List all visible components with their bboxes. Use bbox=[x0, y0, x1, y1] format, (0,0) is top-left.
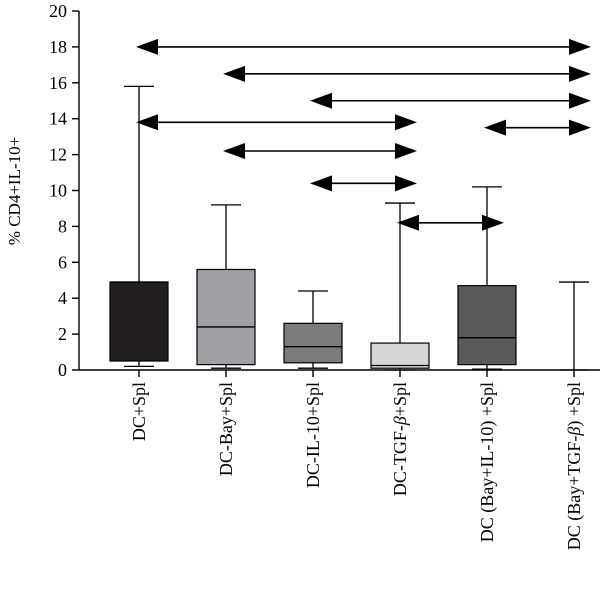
arrow-head-left bbox=[310, 92, 332, 109]
comparison-arrow bbox=[136, 38, 591, 55]
y-tick-label: 4 bbox=[58, 288, 67, 308]
arrow-head-left bbox=[223, 65, 245, 82]
y-tick-label: 2 bbox=[58, 324, 67, 344]
box-group bbox=[457, 186, 517, 370]
y-tick-label: 12 bbox=[49, 145, 67, 165]
category-label: DC-Bay+Spl bbox=[216, 382, 236, 476]
arrow-head-right bbox=[569, 65, 591, 82]
y-tick-label: 8 bbox=[58, 216, 67, 236]
box-group bbox=[559, 281, 589, 371]
category-label: DC-IL-10+Spl bbox=[303, 382, 323, 488]
arrow-head-left bbox=[310, 175, 332, 192]
arrow-head-right bbox=[395, 175, 417, 192]
comparison-arrow bbox=[223, 143, 417, 160]
category-labels: DC+Spl DC-Bay+Spl DC-IL-10+Spl DC-TGF-β+Spl… bbox=[129, 382, 585, 550]
boxes bbox=[109, 85, 589, 371]
iqr-box bbox=[370, 342, 430, 369]
comparison-arrow bbox=[484, 119, 591, 136]
arrow-head-left bbox=[484, 119, 506, 136]
y-tick-label: 14 bbox=[49, 109, 67, 129]
box-group bbox=[109, 85, 169, 368]
comparison-arrows bbox=[136, 38, 591, 231]
comparison-arrow bbox=[310, 175, 417, 192]
arrow-head-left bbox=[223, 143, 245, 160]
y-axis: 0 2 4 6 8 10 12 14 16 18 20 bbox=[49, 1, 80, 380]
y-tick-label: 18 bbox=[49, 37, 67, 57]
y-tick-label: 16 bbox=[49, 73, 67, 93]
arrow-head-left bbox=[397, 214, 419, 231]
y-tick-label: 6 bbox=[58, 252, 67, 272]
arrow-head-right bbox=[395, 114, 417, 131]
y-tick-label: 0 bbox=[58, 360, 67, 380]
iqr-box bbox=[109, 281, 169, 362]
x-axis bbox=[79, 369, 600, 377]
iqr-box bbox=[283, 322, 343, 364]
arrow-head-left bbox=[136, 114, 158, 131]
comparison-arrow bbox=[310, 92, 591, 109]
category-label: DC-TGF-β+Spl bbox=[390, 382, 410, 496]
arrow-head-left bbox=[136, 38, 158, 55]
category-label: DC (Bay+IL-10) +Spl bbox=[477, 382, 498, 542]
category-label: DC+Spl bbox=[129, 382, 149, 441]
arrow-head-right bbox=[569, 92, 591, 109]
iqr-box bbox=[457, 285, 517, 366]
y-tick-label: 20 bbox=[49, 1, 67, 21]
comparison-arrow bbox=[223, 65, 591, 82]
comparison-arrow bbox=[397, 214, 504, 231]
arrow-head-right bbox=[569, 119, 591, 136]
y-axis-label: % CD4+IL-10+ bbox=[5, 137, 24, 245]
box-group bbox=[196, 204, 256, 369]
y-tick-label: 10 bbox=[49, 181, 67, 201]
box-group bbox=[370, 202, 430, 371]
comparison-arrow bbox=[136, 114, 417, 131]
arrow-head-right bbox=[569, 38, 591, 55]
arrow-head-right bbox=[395, 143, 417, 160]
box-group bbox=[283, 290, 343, 369]
arrow-head-right bbox=[482, 214, 504, 231]
category-label: DC (Bay+TGF-β) +Spl bbox=[564, 382, 585, 550]
iqr-box bbox=[196, 268, 256, 366]
